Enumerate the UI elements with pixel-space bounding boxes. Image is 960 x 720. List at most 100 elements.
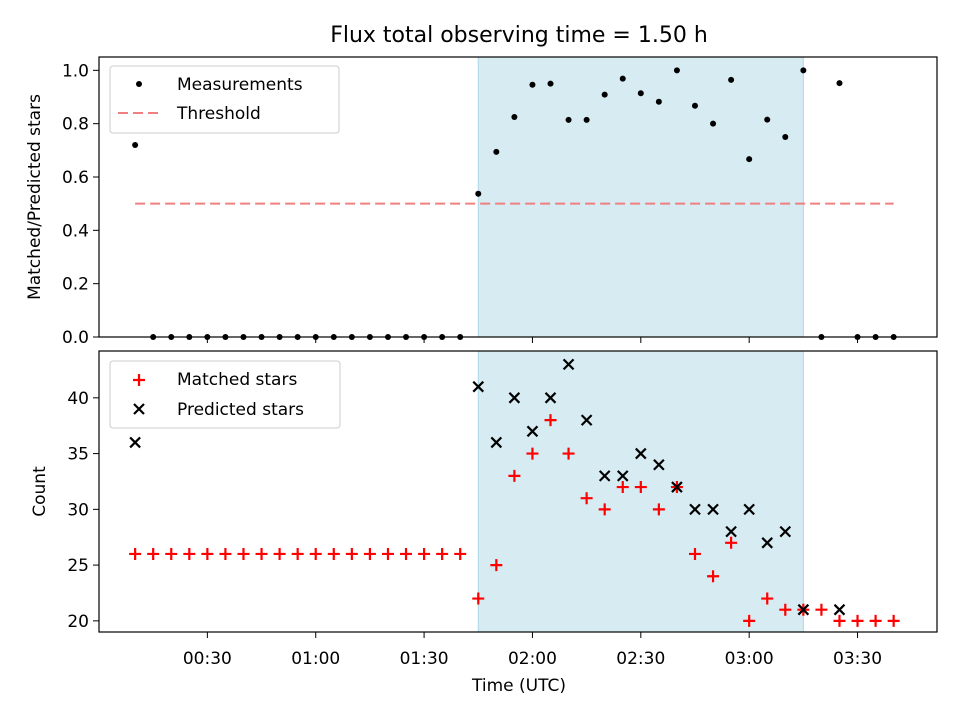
matched-star-point — [381, 547, 394, 560]
matched-star-point — [634, 481, 647, 494]
bottom-x-ticks: 00:30 01:00 01:30 02:00 02:30 03:00 03:30 — [183, 632, 882, 669]
bottom-y-ticks: 20 25 30 35 40 — [67, 389, 99, 632]
matched-star-point — [490, 559, 503, 572]
measurement-point — [601, 91, 608, 98]
predicted-star-point — [689, 503, 701, 516]
matched-star-point — [345, 547, 358, 560]
predicted-star-point — [129, 436, 141, 449]
bottom-panel: 20 25 30 35 40 00:30 01:00 01:30 02:00 02:30 03:0… — [30, 350, 938, 696]
top-panel: 0.0 0.2 0.4 0.6 0.8 1.0 Matched/Predicted sta… — [25, 56, 938, 348]
legend-matched-marker — [133, 374, 145, 386]
matched-star-point — [418, 547, 431, 560]
legend-predicted-marker — [133, 403, 145, 415]
matched-star-point — [580, 492, 593, 505]
matched-star-point — [833, 614, 846, 627]
predicted-star-point — [833, 603, 846, 616]
top-axes-frame — [98, 56, 938, 338]
matched-star-point — [255, 547, 268, 560]
legend-measurements-label: Measurements — [177, 75, 303, 95]
predicted-star-point — [653, 458, 665, 471]
predicted-star-point — [544, 392, 557, 404]
bottom-legend-box — [109, 360, 341, 429]
bottom-y-tick-label: 40 — [67, 389, 89, 409]
measurement-point — [511, 114, 518, 120]
matched-star-point — [183, 547, 196, 560]
top-y-tick-label: 0.0 — [62, 328, 89, 348]
matched-star-point — [652, 503, 665, 516]
matched-star-point — [562, 447, 575, 460]
predicted-star-point — [472, 380, 485, 393]
matched-star-point — [688, 547, 701, 560]
top-y-ticks: 0.0 0.2 0.4 0.6 0.8 1.0 — [62, 61, 99, 348]
bottom-y-tick-label: 30 — [67, 500, 89, 520]
matched-star-point — [201, 547, 214, 560]
legend-threshold-label: Threshold — [176, 104, 261, 124]
x-tick-label: 01:30 — [400, 649, 449, 669]
matched-star-point — [237, 547, 250, 560]
predicted-star-point — [580, 414, 593, 426]
top-shaded-region — [477, 56, 804, 338]
matched-star-point — [129, 547, 142, 560]
measurement-point — [565, 116, 572, 123]
predicted-star-point — [743, 503, 755, 516]
bottom-axes-frame — [98, 350, 938, 633]
x-tick-label: 01:00 — [291, 649, 340, 669]
bottom-y-axis-label: Count — [30, 466, 50, 517]
top-y-tick-label: 0.4 — [62, 221, 89, 241]
matched-star-point — [327, 547, 340, 560]
measurement-point — [132, 142, 139, 148]
bottom-y-tick-label: 25 — [67, 556, 89, 576]
matched-star-point — [815, 603, 828, 616]
x-tick-label: 03:00 — [725, 649, 774, 669]
predicted-star-point — [526, 425, 539, 438]
matched-star-point — [526, 447, 539, 460]
matched-star-point — [707, 570, 720, 583]
matched-star-point — [363, 547, 376, 560]
matched-star-point — [291, 547, 304, 560]
predicted-star-point — [508, 392, 521, 404]
matched-star-point — [616, 481, 629, 494]
bottom-y-tick-label: 35 — [67, 445, 89, 465]
matched-star-point — [309, 547, 322, 560]
matched-star-point — [851, 614, 864, 627]
predicted-star-point — [779, 525, 792, 538]
x-axis-label: Time (UTC) — [471, 676, 566, 696]
measurement-point — [710, 120, 717, 127]
measurement-point — [836, 80, 843, 87]
matched-star-point — [544, 414, 557, 427]
matched-star-point — [147, 547, 160, 560]
matched-star-point — [165, 547, 178, 560]
matched-star-point — [454, 547, 467, 560]
x-tick-label: 02:30 — [616, 649, 665, 669]
matched-star-point — [472, 592, 485, 605]
predicted-star-point — [725, 525, 737, 538]
matched-star-point — [598, 503, 611, 516]
x-tick-label: 00:30 — [183, 649, 232, 669]
matched-star-point — [743, 614, 756, 627]
bottom-legend: Matched stars Predicted stars — [109, 360, 341, 429]
x-tick-label: 02:00 — [508, 649, 557, 669]
predicted-star-point — [562, 358, 575, 371]
top-y-tick-label: 1.0 — [62, 61, 89, 81]
matched-star-point — [887, 614, 900, 627]
predicted-star-point — [616, 470, 629, 482]
predicted-star-point — [707, 503, 719, 516]
x-tick-label: 03:30 — [833, 649, 882, 669]
bottom-y-tick-label: 20 — [67, 612, 89, 632]
measurement-point — [619, 75, 626, 82]
matched-star-point — [273, 547, 286, 560]
matched-star-point — [779, 603, 792, 616]
top-legend-box — [109, 65, 340, 134]
top-y-tick-label: 0.2 — [62, 275, 89, 295]
measurement-point — [782, 134, 789, 140]
matched-star-point — [400, 547, 413, 560]
measurement-point — [691, 102, 698, 109]
measurement-point — [547, 80, 554, 87]
predicted-star-point — [598, 470, 611, 482]
measurement-point — [655, 98, 662, 105]
chart-title: Flux total observing time = 1.50 h — [330, 23, 708, 48]
measurement-point — [673, 67, 680, 74]
predicted-star-point — [490, 436, 503, 449]
matched-star-point — [869, 614, 882, 627]
top-x-ticks — [206, 337, 859, 343]
